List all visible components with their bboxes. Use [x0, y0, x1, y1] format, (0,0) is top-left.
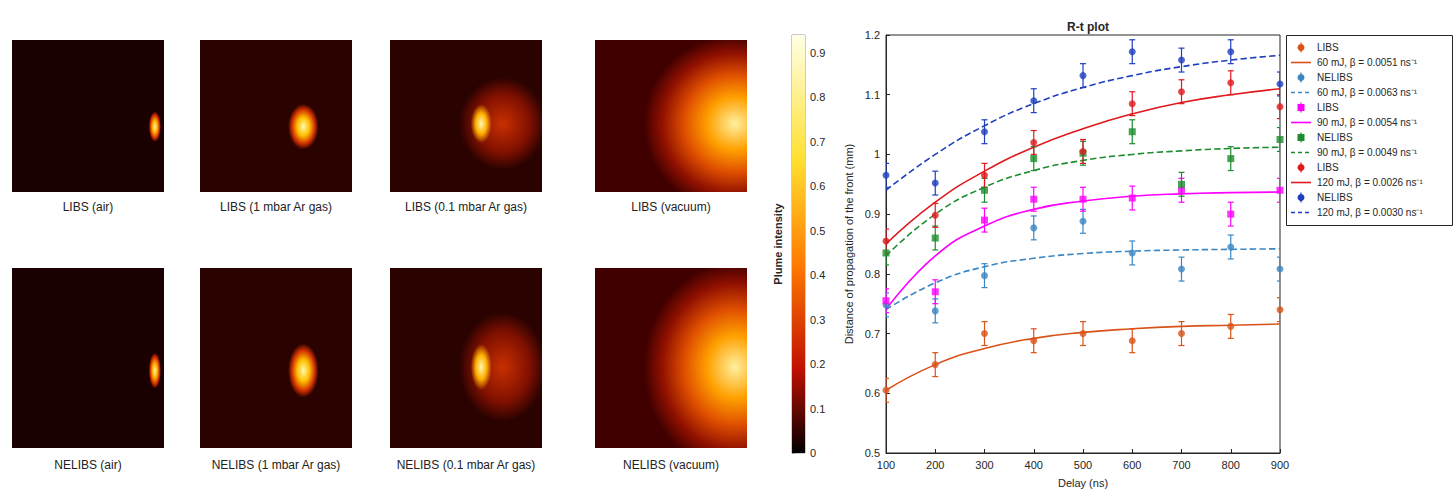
svg-text:700: 700	[1172, 459, 1190, 471]
svg-text:Delay (ns): Delay (ns)	[1058, 477, 1108, 489]
svg-text:0.4: 0.4	[810, 269, 825, 281]
svg-text:900: 900	[1271, 459, 1289, 471]
svg-text:Plume intensity: Plume intensity	[772, 202, 784, 284]
svg-text:600: 600	[1123, 459, 1141, 471]
svg-text:0.8: 0.8	[810, 91, 825, 103]
svg-text:Distance of propagation of the: Distance of propagation of the front (mm…	[843, 144, 855, 345]
html-text:NELIBS (vacuum): NELIBS (vacuum)	[623, 458, 719, 472]
html-text:NELIBS (air): NELIBS (air)	[54, 458, 122, 472]
svg-text:NELIBS: NELIBS	[1317, 72, 1353, 83]
svg-text:1: 1	[874, 148, 880, 160]
svg-text:200: 200	[926, 459, 944, 471]
svg-text:0.6: 0.6	[865, 387, 880, 399]
svg-text:0.5: 0.5	[865, 447, 880, 459]
svg-text:0.3: 0.3	[810, 314, 825, 326]
svg-text:1.2: 1.2	[865, 29, 880, 41]
svg-text:0.7: 0.7	[810, 136, 825, 148]
svg-text:60 mJ, β = 0.0051 ns⁻¹: 60 mJ, β = 0.0051 ns⁻¹	[1317, 57, 1418, 68]
svg-text:100: 100	[877, 459, 895, 471]
svg-text:0.5: 0.5	[810, 225, 825, 237]
svg-text:NELIBS: NELIBS	[1317, 192, 1353, 203]
svg-text:LIBS: LIBS	[1317, 42, 1339, 53]
html-text:NELIBS (1 mbar Ar gas): NELIBS (1 mbar Ar gas)	[211, 458, 341, 472]
svg-text:300: 300	[975, 459, 993, 471]
svg-text:120 mJ, β = 0.0026 ns⁻¹: 120 mJ, β = 0.0026 ns⁻¹	[1317, 177, 1423, 188]
html-text:LIBS (air): LIBS (air)	[62, 200, 114, 214]
svg-text:60 mJ, β = 0.0063 ns⁻¹: 60 mJ, β = 0.0063 ns⁻¹	[1317, 87, 1418, 98]
svg-text:LIBS: LIBS	[1317, 162, 1339, 173]
svg-text:90 mJ, β = 0.0049 ns⁻¹: 90 mJ, β = 0.0049 ns⁻¹	[1317, 147, 1418, 158]
svg-text:400: 400	[1025, 459, 1043, 471]
svg-text:0.1: 0.1	[810, 403, 825, 415]
html-text:LIBS (1 mbar Ar gas): LIBS (1 mbar Ar gas)	[220, 200, 332, 214]
svg-text:0.8: 0.8	[865, 268, 880, 280]
html-text:NELIBS (0.1 mbar Ar gas): NELIBS (0.1 mbar Ar gas)	[396, 458, 536, 472]
svg-text:0.9: 0.9	[810, 47, 825, 59]
svg-text:800: 800	[1222, 459, 1240, 471]
svg-text:0.9: 0.9	[865, 208, 880, 220]
svg-text:R-t plot: R-t plot	[1067, 20, 1109, 34]
svg-text:500: 500	[1074, 459, 1092, 471]
svg-text:0.6: 0.6	[810, 180, 825, 192]
svg-text:0.2: 0.2	[810, 358, 825, 370]
svg-text:LIBS: LIBS	[1317, 102, 1339, 113]
html-text:LIBS (vacuum): LIBS (vacuum)	[631, 200, 711, 214]
svg-text:1.1: 1.1	[865, 89, 880, 101]
svg-text:0: 0	[810, 447, 816, 459]
svg-text:90 mJ, β = 0.0054 ns⁻¹: 90 mJ, β = 0.0054 ns⁻¹	[1317, 117, 1418, 128]
svg-text:0.7: 0.7	[865, 328, 880, 340]
svg-text:120 mJ, β = 0.0030 ns⁻¹: 120 mJ, β = 0.0030 ns⁻¹	[1317, 207, 1423, 218]
svg-text:NELIBS: NELIBS	[1317, 132, 1353, 143]
html-text:LIBS (0.1 mbar Ar gas): LIBS (0.1 mbar Ar gas)	[405, 200, 527, 214]
